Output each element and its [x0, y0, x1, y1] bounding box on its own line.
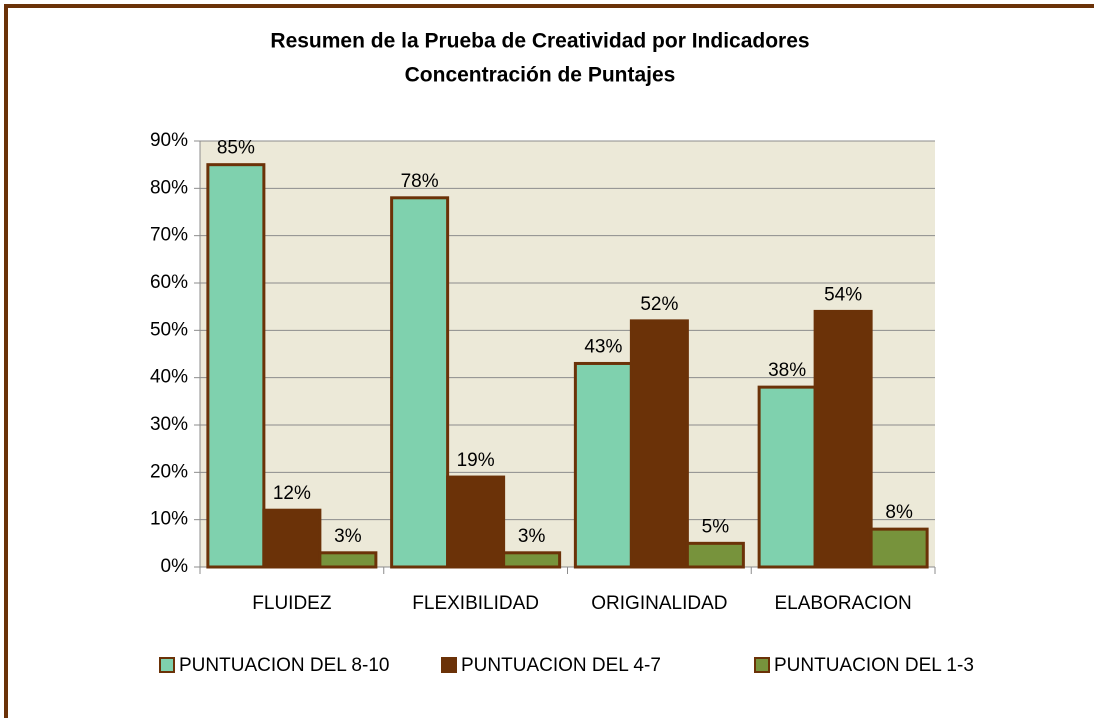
legend-swatch: [754, 657, 770, 673]
bar: [685, 541, 745, 569]
value-label: 3%: [518, 526, 546, 547]
value-label: 3%: [334, 526, 362, 547]
legend-label: PUNTUACION DEL 1-3: [774, 655, 974, 676]
value-label: 12%: [273, 483, 311, 504]
y-tick-label: 0%: [161, 556, 189, 577]
bar: [390, 196, 450, 569]
value-label: 43%: [584, 336, 622, 357]
bar: [813, 309, 873, 569]
bar: [446, 475, 506, 569]
bar: [869, 527, 929, 569]
y-tick-label: 10%: [150, 509, 188, 530]
value-label: 19%: [457, 450, 495, 471]
y-tick-label: 60%: [150, 272, 188, 293]
bar: [318, 551, 378, 569]
legend-swatch: [159, 657, 175, 673]
chart-title: Resumen de la Prueba de Creatividad por …: [270, 30, 809, 53]
y-tick-label: 20%: [150, 461, 188, 482]
bar: [573, 361, 633, 569]
legend-swatch: [441, 657, 457, 673]
chart-subtitle: Concentración de Puntajes: [405, 64, 676, 87]
bar: [206, 163, 266, 569]
x-tick-label: ORIGINALIDAD: [591, 593, 727, 614]
y-tick-label: 70%: [150, 225, 188, 246]
legend-label: PUNTUACION DEL 8-10: [179, 655, 389, 676]
bar: [757, 385, 817, 569]
value-label: 8%: [885, 502, 913, 523]
value-label: 78%: [401, 171, 439, 192]
value-label: 54%: [824, 284, 862, 305]
x-tick-label: FLUIDEZ: [252, 593, 332, 614]
y-tick-label: 40%: [150, 367, 188, 388]
y-tick-label: 80%: [150, 177, 188, 198]
legend-label: PUNTUACION DEL 4-7: [461, 655, 661, 676]
bar: [262, 508, 322, 569]
x-tick-label: FLEXIBILIDAD: [412, 593, 539, 614]
y-tick-label: 90%: [150, 130, 188, 151]
value-label: 38%: [768, 360, 806, 381]
bar: [629, 319, 689, 569]
y-tick-label: 50%: [150, 319, 188, 340]
bar: [502, 551, 562, 569]
value-label: 5%: [702, 516, 730, 537]
value-label: 52%: [640, 294, 678, 315]
y-tick-label: 30%: [150, 414, 188, 435]
value-label: 85%: [217, 138, 255, 159]
x-tick-label: ELABORACION: [774, 593, 911, 614]
